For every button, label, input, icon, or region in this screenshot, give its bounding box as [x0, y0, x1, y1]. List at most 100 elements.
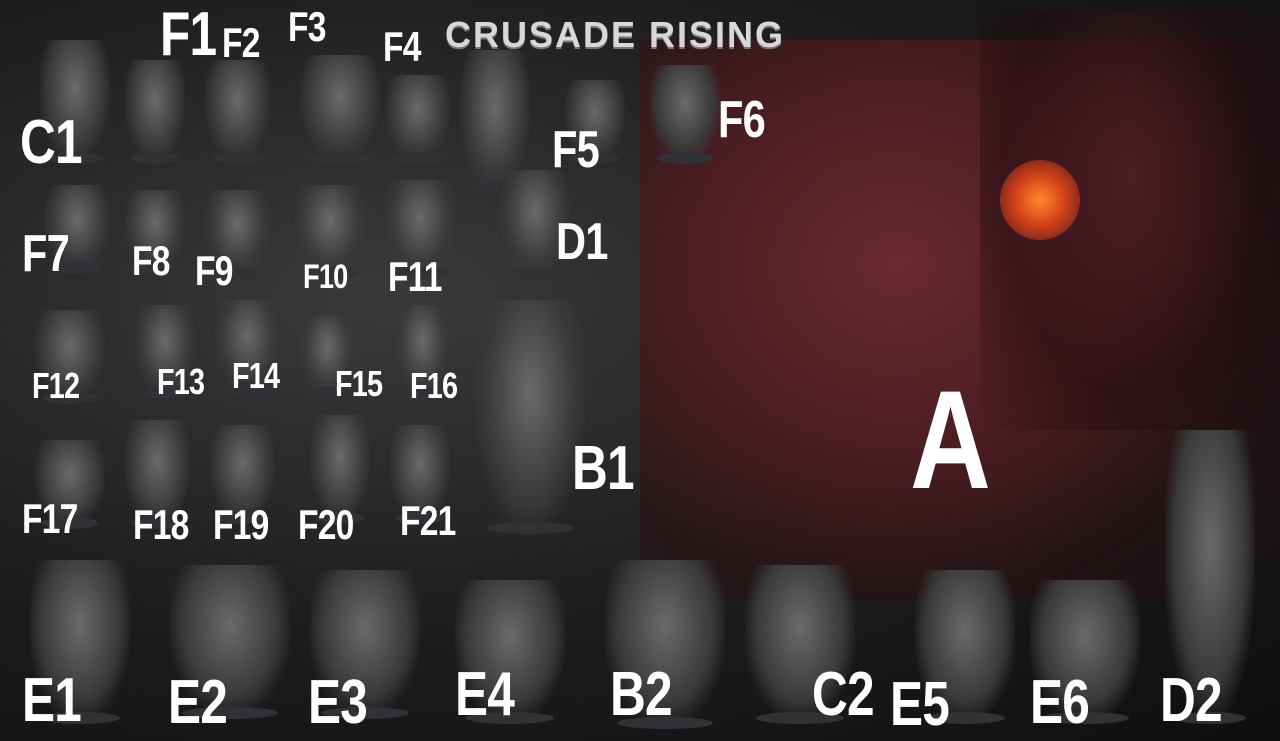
label-F2: F2 — [222, 19, 260, 66]
miniature-figure — [915, 570, 1015, 720]
miniature-figure — [390, 425, 450, 520]
miniature-base — [182, 707, 278, 719]
miniature-figure — [300, 315, 355, 395]
miniature-figure — [300, 55, 380, 160]
label-F9: F9 — [195, 247, 233, 294]
label-B2: B2 — [610, 660, 673, 729]
label-E6: E6 — [1030, 668, 1090, 737]
label-F12: F12 — [32, 365, 80, 406]
label-F10: F10 — [303, 258, 348, 296]
label-D1: D1 — [556, 213, 608, 271]
label-F13: F13 — [157, 361, 205, 402]
miniature-figure — [460, 50, 530, 190]
label-F7: F7 — [22, 225, 70, 283]
label-F5: F5 — [552, 121, 600, 179]
label-F3: F3 — [288, 3, 326, 50]
miniature-base — [486, 522, 574, 534]
label-C2: C2 — [812, 660, 875, 729]
miniature-base — [42, 517, 98, 529]
label-F17: F17 — [22, 495, 78, 542]
miniature-base — [925, 712, 1005, 724]
miniature-base — [466, 712, 554, 724]
miniature-figure — [1165, 430, 1255, 720]
label-B1: B1 — [572, 434, 635, 503]
miniature-figure — [745, 565, 855, 720]
miniature-figure — [35, 310, 105, 400]
miniature-figure — [125, 60, 185, 160]
miniature-figure — [1030, 580, 1140, 720]
miniature-base — [211, 267, 264, 279]
miniature-figure — [205, 190, 270, 275]
label-F16: F16 — [410, 365, 458, 406]
label-F21: F21 — [400, 497, 456, 544]
miniature-base — [221, 382, 274, 394]
miniature-figure — [45, 185, 110, 270]
label-E1: E1 — [22, 666, 82, 735]
miniature-base — [216, 512, 269, 524]
miniature-figure — [295, 185, 365, 275]
miniature-figure — [395, 305, 450, 395]
miniature-base — [396, 512, 444, 524]
miniature-figure — [385, 75, 450, 160]
label-E2: E2 — [168, 668, 228, 737]
miniature-base — [305, 387, 350, 399]
miniature-base — [657, 152, 713, 164]
miniature-figure — [215, 300, 280, 390]
label-F18: F18 — [133, 501, 189, 548]
miniature-figure — [500, 170, 570, 275]
miniature-figure — [35, 440, 105, 525]
label-E4: E4 — [455, 660, 515, 729]
miniature-base — [141, 387, 189, 399]
miniature-figure — [310, 415, 370, 520]
miniature-base — [391, 152, 444, 164]
label-F6: F6 — [718, 91, 766, 149]
miniature-figure — [455, 580, 565, 720]
miniature-figure — [310, 570, 420, 715]
dragon-fire-breath — [1000, 160, 1080, 240]
miniature-base — [47, 152, 103, 164]
label-E5: E5 — [890, 670, 950, 739]
miniature-figure — [650, 65, 720, 160]
miniature-figure — [170, 565, 290, 715]
miniature-figure — [605, 560, 725, 725]
miniature-figure — [205, 60, 270, 160]
label-A: A — [910, 361, 991, 518]
label-C1: C1 — [20, 108, 83, 177]
miniature-base — [51, 262, 104, 274]
miniature-figure — [30, 560, 130, 720]
label-E3: E3 — [308, 668, 368, 737]
miniature-base — [392, 267, 448, 279]
miniature-base — [1041, 712, 1129, 724]
miniature-figure — [125, 190, 185, 270]
miniature-figure — [135, 305, 195, 395]
title-logo: CRUSADE RISING — [445, 14, 786, 55]
label-F4: F4 — [383, 23, 421, 70]
miniature-base — [40, 712, 120, 724]
miniature-figure — [210, 425, 275, 520]
miniature-base — [1174, 712, 1246, 724]
label-F19: F19 — [213, 501, 269, 548]
miniature-figure — [385, 180, 455, 275]
miniature-base — [42, 392, 98, 404]
miniature-base — [302, 267, 358, 279]
miniature-base — [321, 707, 409, 719]
label-F11: F11 — [388, 253, 442, 300]
miniature-base — [571, 152, 619, 164]
miniature-base — [617, 717, 713, 729]
miniature-base — [131, 262, 179, 274]
label-F8: F8 — [132, 237, 170, 284]
miniature-base — [316, 512, 364, 524]
miniature-figure — [565, 80, 625, 160]
miniature-base — [507, 267, 563, 279]
miniature-figure — [125, 420, 190, 525]
miniature-base — [131, 152, 179, 164]
label-F1: F1 — [160, 0, 217, 69]
miniature-base — [211, 152, 264, 164]
miniature-base — [400, 387, 445, 399]
miniature-figure — [475, 300, 585, 530]
label-F14: F14 — [232, 355, 280, 396]
label-F20: F20 — [298, 501, 354, 548]
miniature-figure — [40, 40, 110, 160]
miniature-base — [131, 517, 184, 529]
miniature-base — [308, 152, 372, 164]
